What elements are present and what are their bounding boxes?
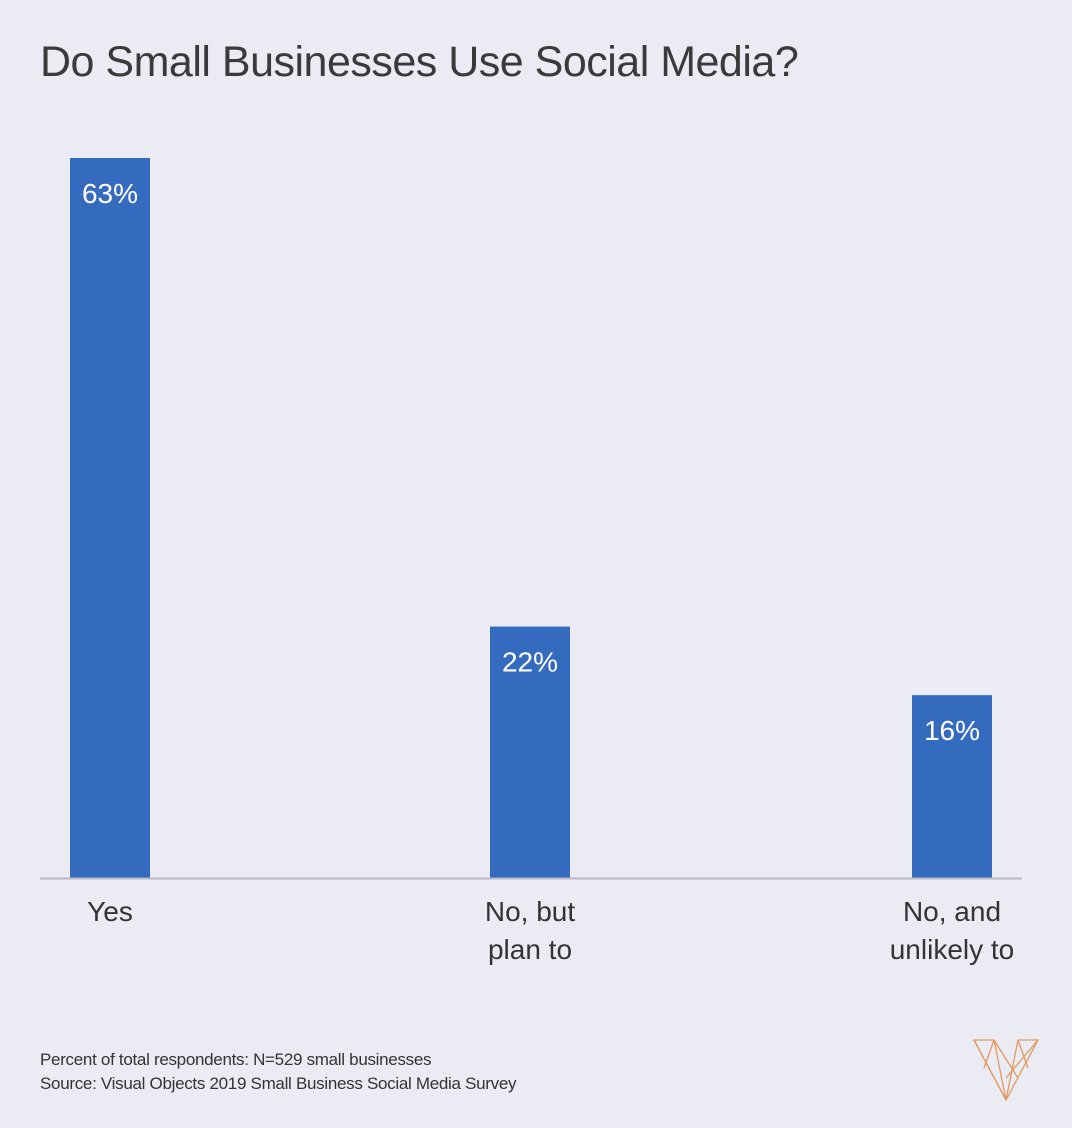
footnote-respondents: Percent of total respondents: N=529 smal…: [40, 1050, 432, 1069]
bar-2: [912, 695, 992, 878]
category-label-1: No, but: [485, 896, 575, 927]
bar-1: [490, 626, 570, 878]
footnote-source: Source: Visual Objects 2019 Small Busine…: [40, 1074, 517, 1093]
data-label-2: 16%: [924, 715, 980, 746]
category-label-1: plan to: [488, 934, 572, 965]
data-label-1: 22%: [502, 647, 558, 678]
category-label-2: No, and: [903, 896, 1001, 927]
category-label-0: Yes: [87, 896, 133, 927]
category-label-2: unlikely to: [890, 934, 1015, 965]
bar-chart: 63% Yes 22% No, but plan to 16% No, and unlikel…: [40, 158, 1022, 965]
bar-0: [70, 158, 150, 878]
chart-title: Do Small Businesses Use Social Media?: [40, 38, 799, 86]
visual-objects-logo: [972, 1039, 1040, 1102]
data-label-0: 63%: [82, 178, 138, 209]
